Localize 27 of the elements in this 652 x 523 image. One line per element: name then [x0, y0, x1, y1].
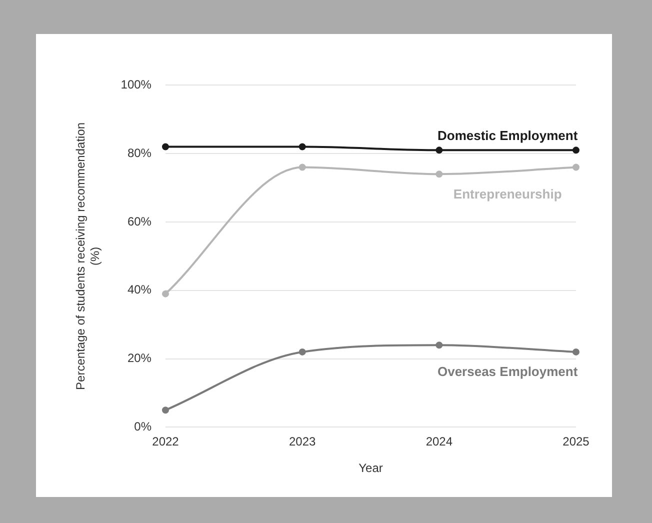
- x-tick-label: 2025: [562, 434, 590, 449]
- series-label: Domestic Employment: [438, 128, 578, 143]
- y-tick-label: 0%: [134, 420, 152, 434]
- point: [436, 170, 443, 178]
- point: [162, 143, 169, 150]
- series-label: Entrepreneurship: [453, 186, 562, 202]
- y-tick-label: 100%: [120, 78, 152, 92]
- point: [162, 406, 169, 414]
- y-axis-title: Percentage of students receiving recommendation (%): [74, 122, 102, 390]
- x-tick-label: 2024: [426, 434, 453, 449]
- point: [436, 146, 443, 154]
- point: [572, 146, 580, 154]
- x-tick-label: 2022: [152, 434, 180, 449]
- point: [572, 164, 580, 171]
- x-tick-label: 2023: [288, 434, 316, 449]
- x-axis-title: Year: [358, 461, 383, 476]
- point: [298, 348, 306, 356]
- point: [436, 342, 443, 349]
- y-tick-label: 60%: [127, 214, 152, 228]
- y-tick-label: 80%: [127, 146, 152, 160]
- point: [572, 348, 580, 356]
- series-label: Overseas Employment: [437, 364, 578, 380]
- point: [298, 164, 306, 171]
- y-tick-label: 20%: [127, 351, 152, 366]
- point: [298, 143, 306, 150]
- y-tick-label: 40%: [127, 282, 152, 297]
- point: [162, 290, 169, 298]
